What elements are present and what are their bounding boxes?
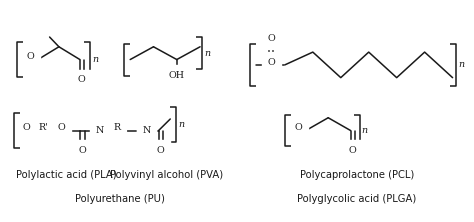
Text: N: N [96, 126, 104, 135]
Text: H: H [143, 123, 150, 131]
Text: O: O [27, 52, 35, 61]
Text: R: R [114, 123, 121, 132]
Text: OH: OH [169, 71, 185, 80]
Text: Polyvinyl alcohol (PVA): Polyvinyl alcohol (PVA) [109, 170, 223, 180]
Text: Polyurethane (PU): Polyurethane (PU) [74, 194, 164, 204]
Text: O: O [78, 75, 86, 84]
Text: n: n [204, 49, 210, 58]
Text: n: n [458, 60, 465, 69]
Text: N: N [142, 126, 151, 135]
Text: O: O [348, 146, 356, 155]
Text: R': R' [39, 123, 48, 132]
Text: Polylactic acid (PLA): Polylactic acid (PLA) [16, 170, 116, 180]
Text: O: O [78, 146, 86, 155]
Text: O: O [22, 123, 30, 132]
Text: O: O [294, 123, 302, 132]
Text: O: O [156, 146, 164, 155]
Text: n: n [178, 120, 184, 129]
Text: n: n [362, 126, 368, 135]
Text: O: O [58, 123, 65, 132]
Text: O: O [267, 34, 275, 43]
Text: n: n [92, 55, 98, 64]
Text: Polycaprolactone (PCL): Polycaprolactone (PCL) [300, 170, 414, 180]
Text: Polyglycolic acid (PLGA): Polyglycolic acid (PLGA) [298, 194, 417, 204]
Text: H: H [96, 123, 104, 131]
Text: O: O [268, 58, 275, 67]
